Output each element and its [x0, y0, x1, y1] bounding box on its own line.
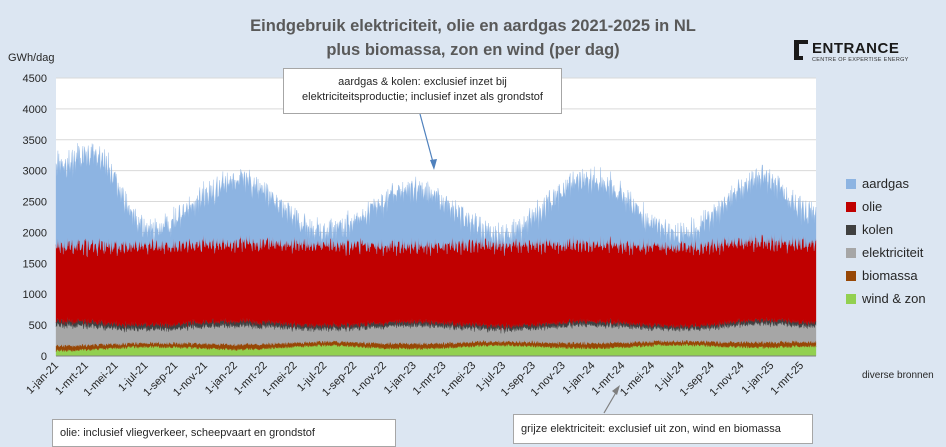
legend-swatch	[846, 225, 856, 235]
annotation-arrowhead-grijs	[612, 385, 620, 395]
y-tick-label: 0	[41, 351, 47, 363]
legend-swatch	[846, 202, 856, 212]
legend-swatch	[846, 294, 856, 304]
y-tick-label: 1500	[23, 258, 47, 270]
legend-swatch	[846, 179, 856, 189]
series-area-olie	[55, 232, 817, 331]
series-area-aardgas	[55, 143, 817, 258]
annotation-olie: olie: inclusief vliegverkeer, scheepvaar…	[52, 419, 396, 447]
annotation-arrow-top	[419, 113, 435, 167]
legend-swatch	[846, 271, 856, 281]
entrance-logo-mark-icon	[794, 40, 808, 60]
annotation-aardgas-kolen-line-2: elektriciteitsproductie; inclusief inzet…	[302, 91, 543, 103]
source-label: diverse bronnen	[862, 370, 934, 381]
legend-label: kolen	[862, 222, 894, 237]
y-tick-label: 3500	[23, 135, 47, 147]
y-tick-label: 500	[29, 320, 47, 332]
entrance-logo: ENTRANCE CENTRE OF EXPERTISE ENERGY	[794, 40, 914, 66]
annotation-grijze-elektriciteit: grijze elektriciteit: exclusief uit zon,…	[513, 414, 813, 444]
legend-label: olie	[862, 199, 883, 214]
y-tick-label: 2500	[23, 197, 47, 209]
logo-name: ENTRANCE	[812, 40, 900, 57]
legend-label: biomassa	[862, 268, 918, 283]
chart-title: Eindgebruik elektriciteit, olie en aardg…	[0, 14, 946, 62]
annotation-aardgas-kolen: aardgas & kolen: exclusief inzet bij ele…	[283, 68, 562, 114]
annotation-arrowhead-top	[430, 159, 437, 170]
x-tick-label: 1-mrt-25	[768, 360, 806, 398]
y-tick-label: 1000	[23, 289, 47, 301]
chart-title-line-2: plus biomassa, zon en wind (per dag)	[326, 41, 620, 59]
y-tick-label: 2000	[23, 227, 47, 239]
logo-tagline: CENTRE OF EXPERTISE ENERGY	[812, 57, 909, 63]
y-tick-label: 4000	[23, 104, 47, 116]
y-tick-label: 4500	[23, 73, 47, 85]
legend-label: elektriciteit	[862, 245, 924, 260]
legend-swatch	[846, 248, 856, 258]
legend-label: aardgas	[862, 176, 909, 191]
y-axis-unit-label: GWh/dag	[8, 52, 55, 64]
chart-title-line-1: Eindgebruik elektriciteit, olie en aardg…	[250, 17, 696, 35]
legend-label: wind & zon	[862, 291, 926, 306]
y-tick-label: 3000	[23, 166, 47, 178]
annotation-aardgas-kolen-line-1: aardgas & kolen: exclusief inzet bij	[338, 76, 507, 88]
annotation-arrows	[419, 113, 620, 414]
